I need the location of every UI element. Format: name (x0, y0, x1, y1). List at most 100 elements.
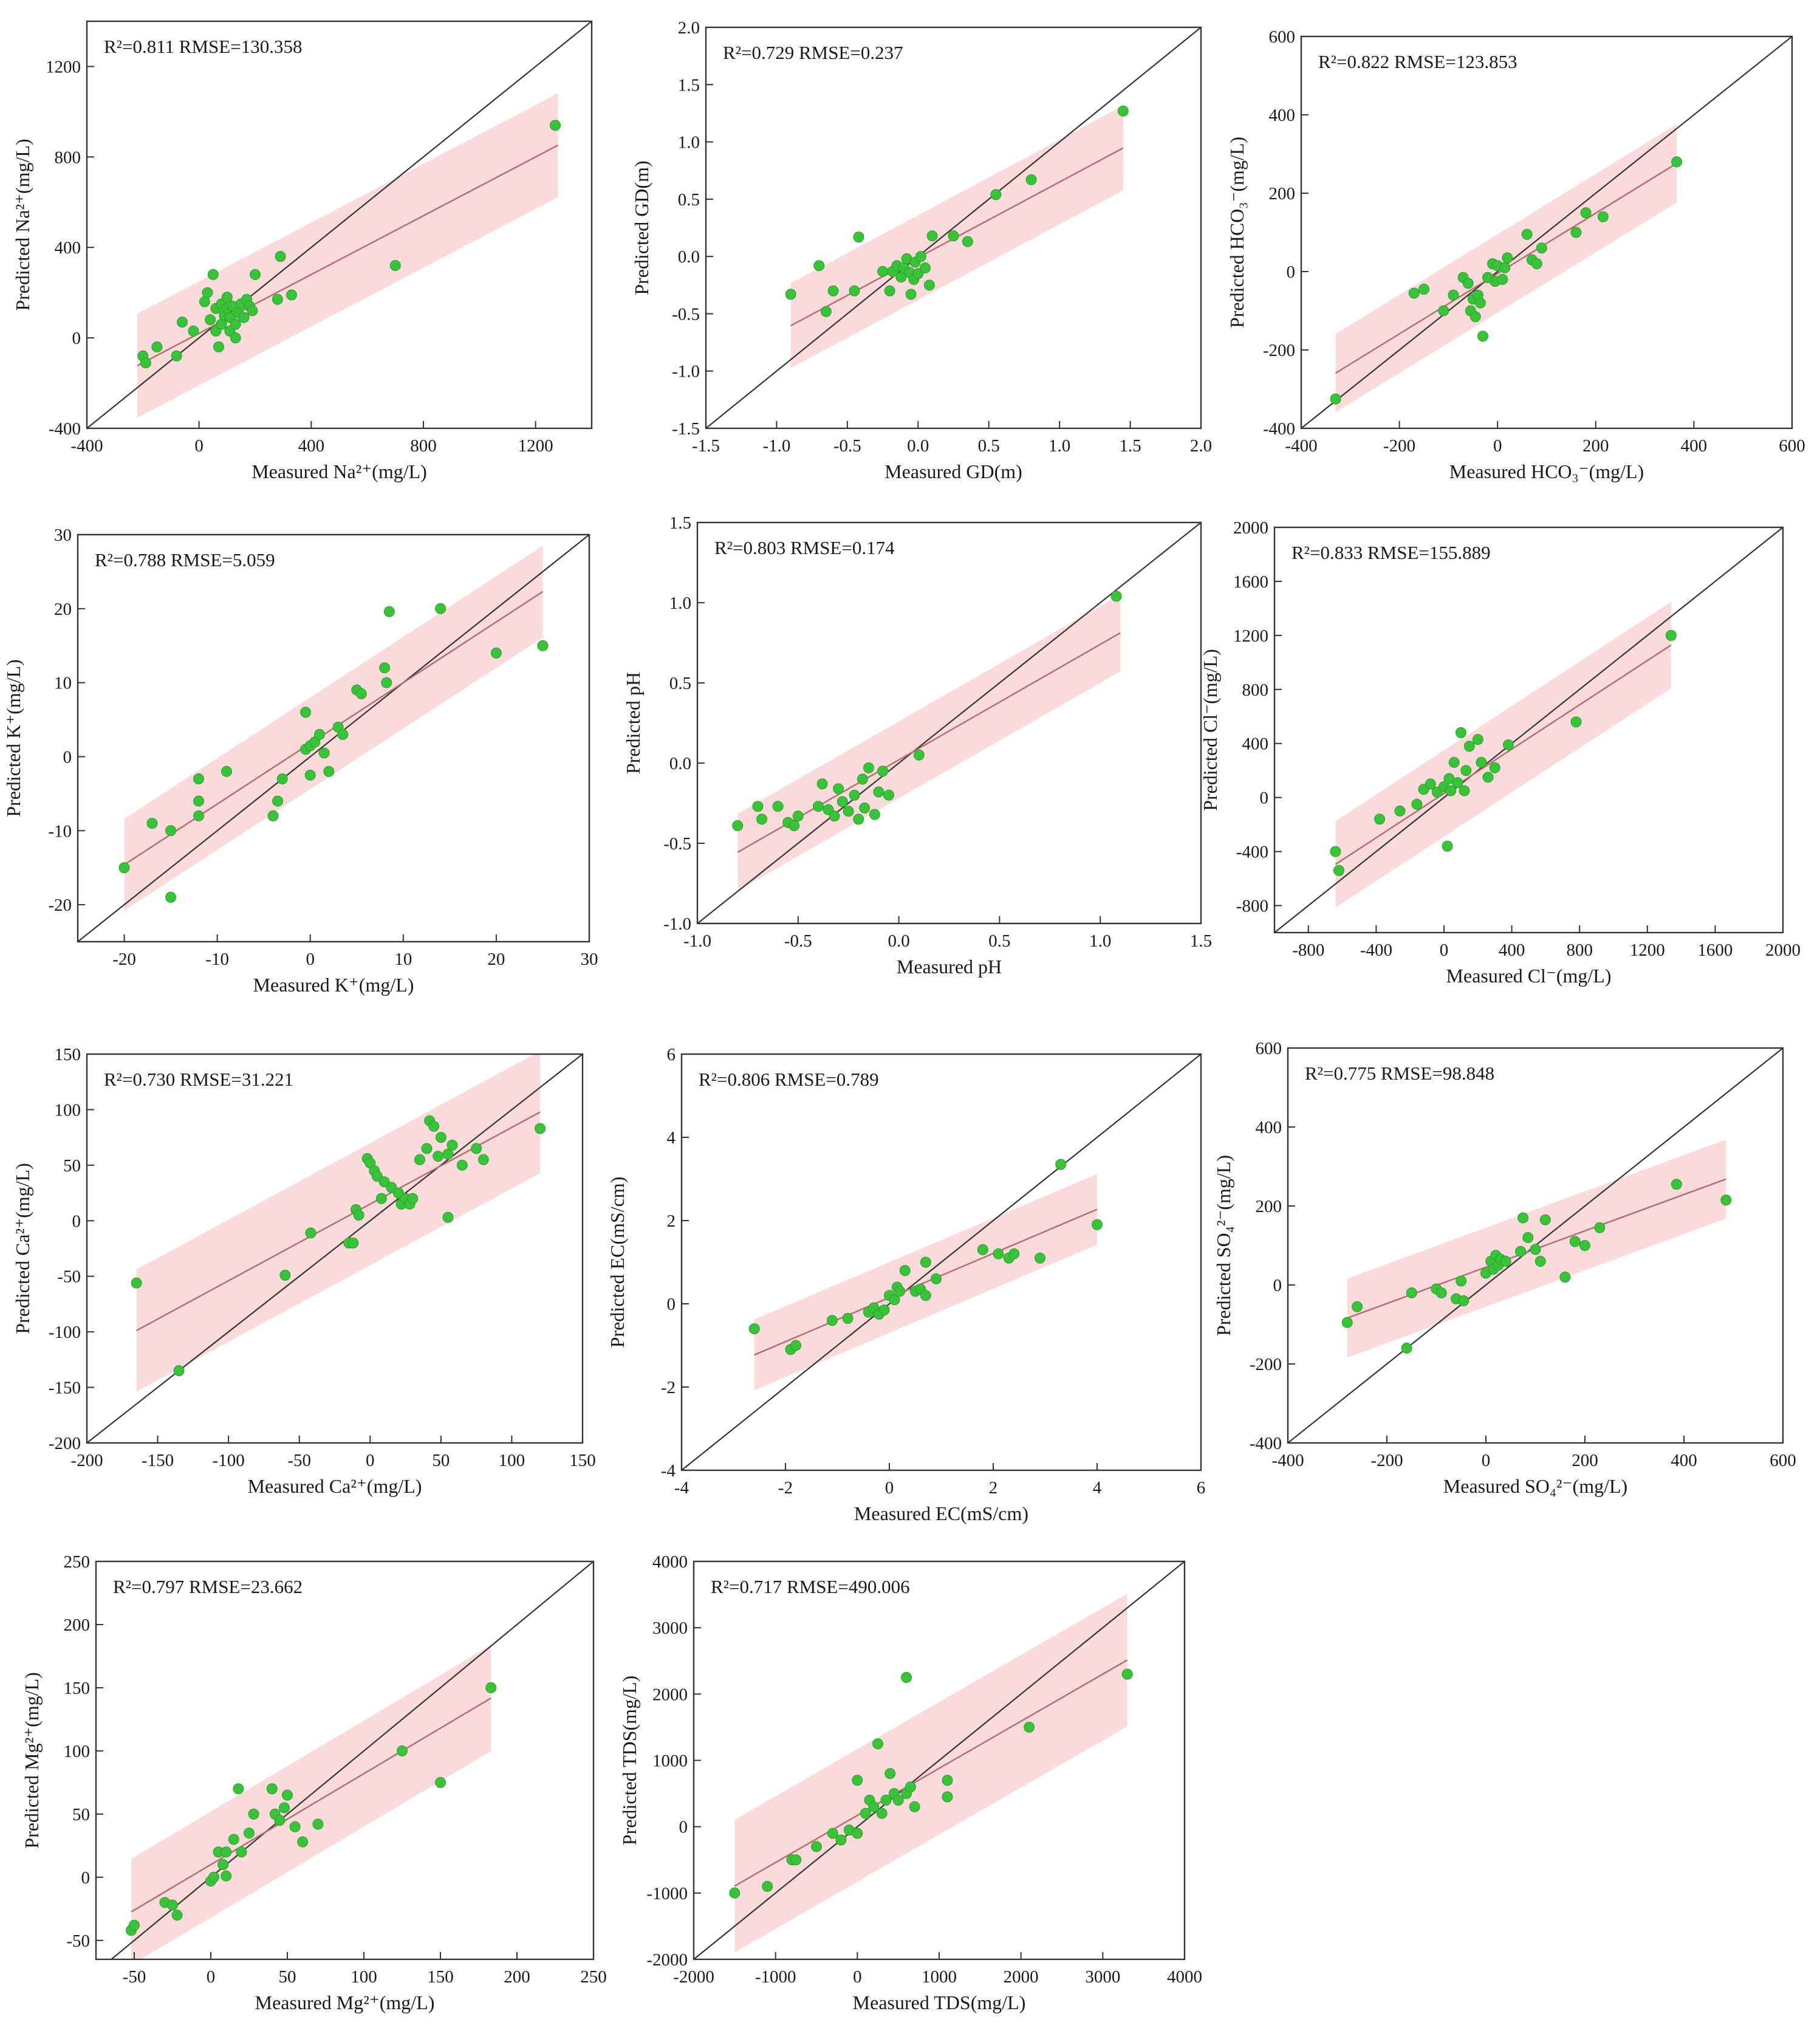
plot-frame (77, 533, 590, 943)
y-axis-label: Predicted HCO₃⁻(mg/L) (1226, 137, 1248, 328)
one-to-one-line (1301, 36, 1792, 428)
x-tick-label: 1.5 (1119, 436, 1141, 456)
data-point (1110, 591, 1122, 602)
data-point (193, 795, 204, 807)
data-point (853, 814, 864, 825)
data-point (221, 766, 232, 777)
data-point (977, 1244, 988, 1255)
data-point (205, 314, 216, 326)
plot-frame (705, 26, 1202, 430)
data-point (1330, 393, 1341, 405)
y-tick-label: 400 (1269, 106, 1296, 125)
data-point (289, 1821, 301, 1832)
x-tick-label: 0 (306, 950, 315, 969)
x-tick-label: 0 (366, 1451, 375, 1470)
data-point (748, 1323, 760, 1335)
stats-annotation: R²=0.803 RMSE=0.174 (714, 537, 895, 558)
y-tick-label: -400 (1236, 843, 1268, 862)
data-point (433, 1151, 444, 1162)
data-point (1594, 1222, 1606, 1233)
data-point (1671, 156, 1683, 168)
data-point (820, 306, 832, 317)
data-point (173, 1365, 185, 1377)
data-point (550, 120, 561, 131)
data-point (1522, 1232, 1534, 1243)
data-point (1559, 1272, 1571, 1283)
one-to-one-line (87, 21, 592, 428)
y-tick-label: 50 (63, 1156, 81, 1176)
data-point (171, 350, 182, 361)
data-point (537, 640, 549, 651)
data-point (872, 1738, 883, 1750)
y-tick-label: 1200 (1233, 626, 1268, 646)
y-tick-label: -1000 (646, 1884, 688, 1903)
data-point (919, 262, 931, 273)
x-tick-label: 100 (499, 1451, 525, 1470)
regression-line (754, 1208, 1098, 1356)
x-tick-label: -0.5 (833, 436, 861, 456)
x-tick-label: 1.0 (1089, 931, 1111, 951)
data-point (244, 1828, 255, 1839)
data-point (1330, 846, 1341, 857)
y-axis-label: Predicted Mg²⁺(mg/L) (21, 1672, 43, 1848)
panel-k: -20 -10 0 10 20 30 -20 -10 0 10 20 30 Measured K⁺(mg… (2, 526, 598, 996)
data-point (1035, 1252, 1045, 1264)
data-point (859, 802, 871, 814)
data-point (852, 1828, 863, 1839)
plot-area (87, 1054, 583, 1443)
data-point (920, 1256, 931, 1268)
data-point (762, 1880, 773, 1892)
data-point (948, 230, 959, 242)
x-tick-label: -400 (70, 436, 103, 456)
y-tick-label: 0.5 (678, 190, 700, 210)
plot-frame (696, 521, 1202, 925)
data-point (1671, 1179, 1682, 1190)
y-tick-label: 0 (1287, 262, 1296, 282)
x-tick-label: -2 (778, 1478, 793, 1498)
data-point (785, 289, 796, 300)
data-point (171, 1910, 183, 1921)
data-point (1474, 297, 1486, 309)
data-point (490, 647, 502, 659)
data-point (926, 230, 938, 242)
y-tick-label: 600 (1269, 27, 1296, 47)
x-tick-label: -1000 (755, 1967, 796, 1987)
y-tick-label: 800 (1242, 680, 1269, 700)
data-point (1411, 798, 1423, 810)
data-point (1531, 258, 1542, 270)
data-point (836, 796, 848, 807)
data-point (1517, 1212, 1529, 1224)
y-tick-label: 0 (63, 747, 72, 767)
data-point (732, 820, 744, 831)
y-tick-label: -200 (49, 1434, 81, 1453)
data-point (407, 1193, 419, 1204)
y-axis-label: Predicted K⁺(mg/L) (2, 659, 24, 817)
data-point (869, 809, 880, 820)
data-point (789, 820, 800, 831)
x-tick-label: 4000 (1167, 1967, 1202, 1987)
y-axis-label: Predicted EC(mS/cm) (606, 1177, 628, 1348)
plot-area (78, 535, 589, 942)
x-tick-label: -400 (1271, 1451, 1304, 1470)
data-point (213, 341, 224, 352)
data-point (1534, 1256, 1546, 1267)
plot-frame (1273, 526, 1784, 934)
y-tick-label: 200 (64, 1615, 91, 1635)
plot-area (1288, 1048, 1783, 1443)
data-point (1463, 741, 1475, 752)
one-to-one-line (697, 522, 1201, 923)
x-tick-label: 0 (1440, 940, 1449, 960)
y-tick-label: -20 (48, 896, 72, 915)
one-to-one-line (706, 27, 1201, 428)
data-point (1530, 1244, 1541, 1255)
y-axis-label: Predicted Na²⁺(mg/L) (12, 139, 33, 310)
stats-annotation: R²=0.811 RMSE=130.358 (104, 36, 302, 57)
data-point (456, 1159, 468, 1171)
data-point (884, 285, 895, 296)
x-tick-label: -50 (287, 1451, 311, 1470)
y-tick-label: 0 (1273, 1276, 1282, 1295)
data-point (276, 773, 288, 784)
data-point (1352, 1301, 1363, 1312)
y-tick-label: -2 (661, 1378, 676, 1397)
x-tick-label: 400 (298, 436, 325, 456)
